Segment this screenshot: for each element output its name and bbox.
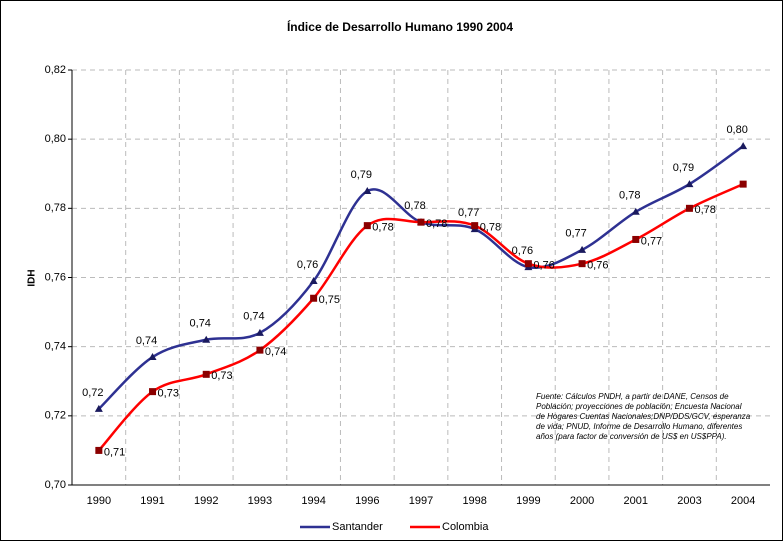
x-tick-label: 1997 bbox=[409, 495, 433, 507]
data-label: 0,72 bbox=[82, 387, 103, 399]
marker bbox=[309, 276, 318, 284]
data-label: 0,76 bbox=[587, 260, 608, 272]
data-label: 0,74 bbox=[190, 318, 211, 330]
y-tick-label: 0,76 bbox=[45, 271, 66, 283]
marker bbox=[149, 388, 157, 396]
chart-title: Índice de Desarrollo Humano 1990 2004 bbox=[287, 19, 513, 34]
x-tick-label: 2004 bbox=[731, 495, 755, 507]
data-label: 0,74 bbox=[243, 311, 264, 323]
data-label: 0,71 bbox=[104, 446, 125, 458]
y-tick-label: 0,72 bbox=[45, 410, 66, 422]
data-label: 0,73 bbox=[211, 370, 232, 382]
marker bbox=[95, 446, 103, 454]
x-tick-label: 1990 bbox=[87, 495, 111, 507]
x-tick-label: 2000 bbox=[570, 495, 594, 507]
data-label: 0,75 bbox=[319, 294, 340, 306]
data-label: 0,74 bbox=[265, 346, 286, 358]
marker bbox=[417, 218, 425, 226]
y-tick-label: 0,80 bbox=[45, 133, 66, 145]
legend-label: Santander bbox=[332, 521, 383, 533]
marker bbox=[685, 204, 693, 212]
annotation: Población; proyecciones de población; En… bbox=[536, 402, 742, 411]
marker bbox=[578, 260, 586, 268]
data-label: 0,76 bbox=[512, 245, 533, 257]
data-label: 0,78 bbox=[480, 222, 501, 234]
x-tick-label: 2003 bbox=[677, 495, 701, 507]
data-label: 0,78 bbox=[404, 200, 425, 212]
marker bbox=[471, 222, 479, 230]
marker bbox=[363, 222, 371, 230]
marker bbox=[632, 235, 640, 243]
data-label: 0,73 bbox=[158, 388, 179, 400]
annotation: de vida; PNUD, Informe de Desarrollo Hum… bbox=[536, 422, 742, 431]
data-label: 0,78 bbox=[426, 218, 447, 230]
data-label: 0,77 bbox=[565, 228, 586, 240]
marker bbox=[202, 335, 211, 343]
x-tick-label: 1993 bbox=[248, 495, 272, 507]
marker bbox=[524, 260, 532, 268]
data-label: 0,80 bbox=[726, 124, 747, 136]
data-label: 0,78 bbox=[694, 204, 715, 216]
x-tick-label: 1996 bbox=[355, 495, 379, 507]
marker bbox=[578, 245, 587, 253]
data-label: 0,79 bbox=[673, 162, 694, 174]
y-tick-label: 0,70 bbox=[45, 479, 66, 491]
marker bbox=[255, 328, 264, 336]
x-tick-label: 1992 bbox=[194, 495, 218, 507]
x-tick-label: 1991 bbox=[140, 495, 164, 507]
data-label: 0,78 bbox=[619, 190, 640, 202]
legend-label: Colombia bbox=[442, 521, 489, 533]
marker bbox=[685, 180, 694, 188]
data-label: 0,79 bbox=[351, 169, 372, 181]
data-label: 0,76 bbox=[533, 260, 554, 272]
x-tick-label: 2001 bbox=[624, 495, 648, 507]
x-tick-label: 1994 bbox=[301, 495, 325, 507]
y-axis-label: IDH bbox=[27, 269, 38, 286]
x-tick-label: 1998 bbox=[462, 495, 486, 507]
marker bbox=[739, 142, 748, 150]
marker bbox=[739, 180, 747, 188]
marker bbox=[363, 187, 372, 195]
data-label: 0,76 bbox=[297, 259, 318, 271]
data-label: 0,77 bbox=[641, 235, 662, 247]
data-label: 0,78 bbox=[372, 222, 393, 234]
marker bbox=[202, 370, 210, 378]
data-label: 0,77 bbox=[458, 207, 479, 219]
marker bbox=[94, 404, 103, 412]
annotation: Fuente: Cálculos PNDH, a partir de DANE,… bbox=[536, 392, 729, 401]
marker bbox=[631, 207, 640, 215]
y-tick-label: 0,82 bbox=[45, 64, 66, 76]
x-tick-label: 1999 bbox=[516, 495, 540, 507]
annotation: años (para factor de conversión de US$ e… bbox=[536, 432, 727, 441]
y-tick-label: 0,78 bbox=[45, 202, 66, 214]
marker bbox=[148, 353, 157, 361]
marker bbox=[256, 346, 264, 354]
annotation: de Hogares Cuentas Nacionales;DNP/DDS/GC… bbox=[536, 412, 751, 421]
data-label: 0,74 bbox=[136, 335, 157, 347]
y-tick-label: 0,74 bbox=[45, 341, 66, 353]
marker bbox=[310, 294, 318, 302]
